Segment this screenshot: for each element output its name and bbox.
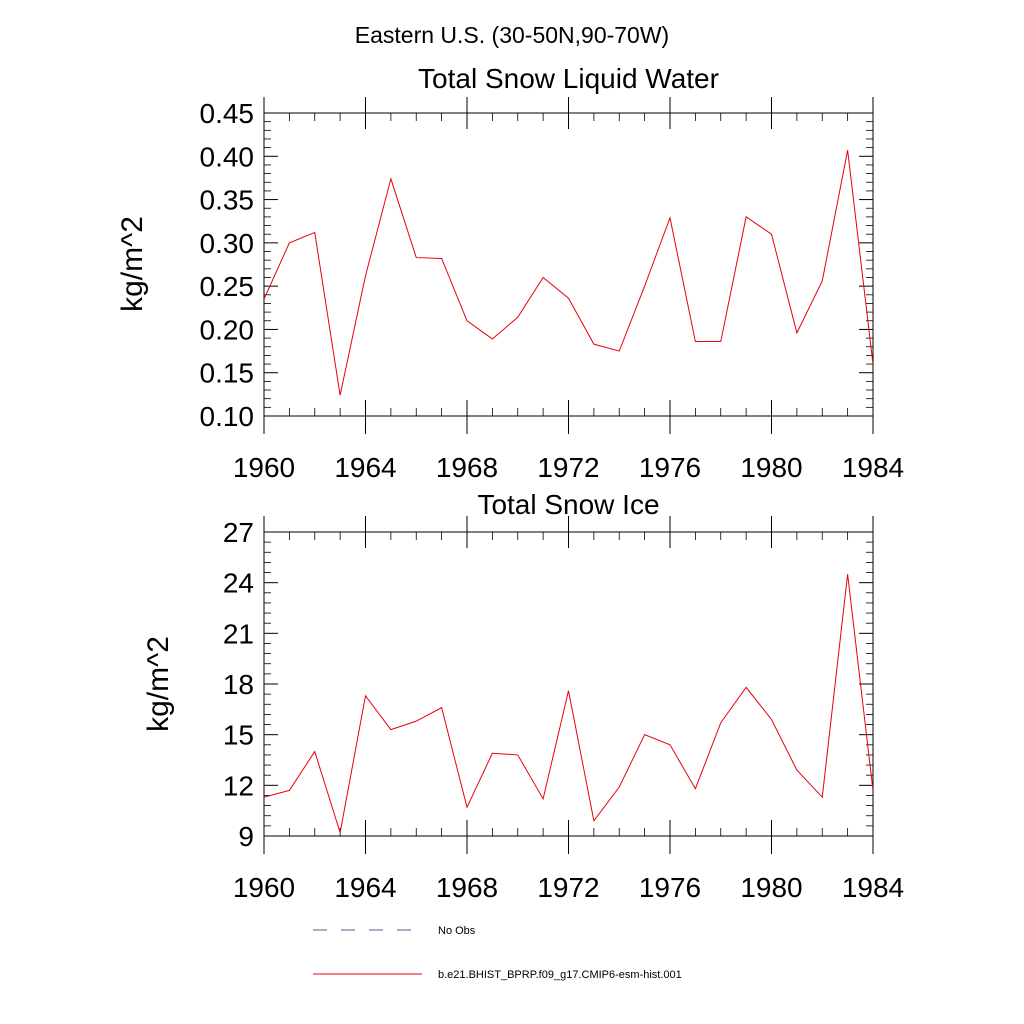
x-tick-label: 1976 [639,452,701,483]
chart-title: Total Snow Liquid Water [418,63,719,94]
y-axis-label: kg/m^2 [142,636,175,732]
y-tick-label: 0.40 [200,141,255,172]
y-tick-label: 0.35 [200,185,255,216]
y-tick-label: 21 [223,618,254,649]
chart-title: Total Snow Ice [477,489,659,520]
x-tick-label: 1972 [537,872,599,903]
x-tick-label: 1972 [537,452,599,483]
legend-label: No Obs [438,925,476,937]
x-tick-label: 1960 [233,872,295,903]
x-tick-label: 1968 [436,872,498,903]
x-tick-label: 1964 [334,872,396,903]
y-tick-label: 0.20 [200,314,255,345]
figure-suptitle: Eastern U.S. (30-50N,90-70W) [355,22,669,48]
y-tick-label: 9 [238,821,254,852]
x-tick-label: 1984 [842,452,904,483]
x-tick-label: 1976 [639,872,701,903]
y-tick-label: 24 [223,568,254,599]
x-tick-label: 1984 [842,872,904,903]
series-line-1 [264,150,873,396]
y-tick-label: 0.25 [200,271,255,302]
plot-frame [263,112,874,417]
x-tick-label: 1960 [233,452,295,483]
chart-panel-1: Total Snow Liquid Water kg/m^2 0.10 0.15 0.2… [116,63,904,483]
y-tick-label: 0.45 [200,98,255,129]
x-tick-label: 1980 [740,452,802,483]
y-tick-label: 0.15 [200,358,255,389]
legend-entry-2: b.e21.BHIST_BPRP.f09_g17.CMIP6-esm-hist.… [313,969,682,981]
x-tick-label: 1980 [740,872,802,903]
series-line-1 [264,574,873,833]
y-tick-label: 18 [223,669,254,700]
x-tick-label: 1964 [334,452,396,483]
x-tick-label: 1968 [436,452,498,483]
legend-label: b.e21.BHIST_BPRP.f09_g17.CMIP6-esm-hist.… [438,969,682,981]
chart-panel-2: Total Snow Ice kg/m^2 9 12 15 18 21 24 27 1960 196… [142,489,904,903]
y-axis-label: kg/m^2 [116,216,149,312]
y-tick-label: 0.10 [200,401,255,432]
y-tick-label: 12 [223,770,254,801]
y-tick-label: 27 [223,517,254,548]
y-tick-label: 15 [223,720,254,751]
plot-frame [263,531,874,837]
y-tick-label: 0.30 [200,228,255,259]
legend: No Obs b.e21.BHIST_BPRP.f09_g17.CMIP6-esm… [313,925,682,981]
legend-entry-1: No Obs [313,925,476,937]
